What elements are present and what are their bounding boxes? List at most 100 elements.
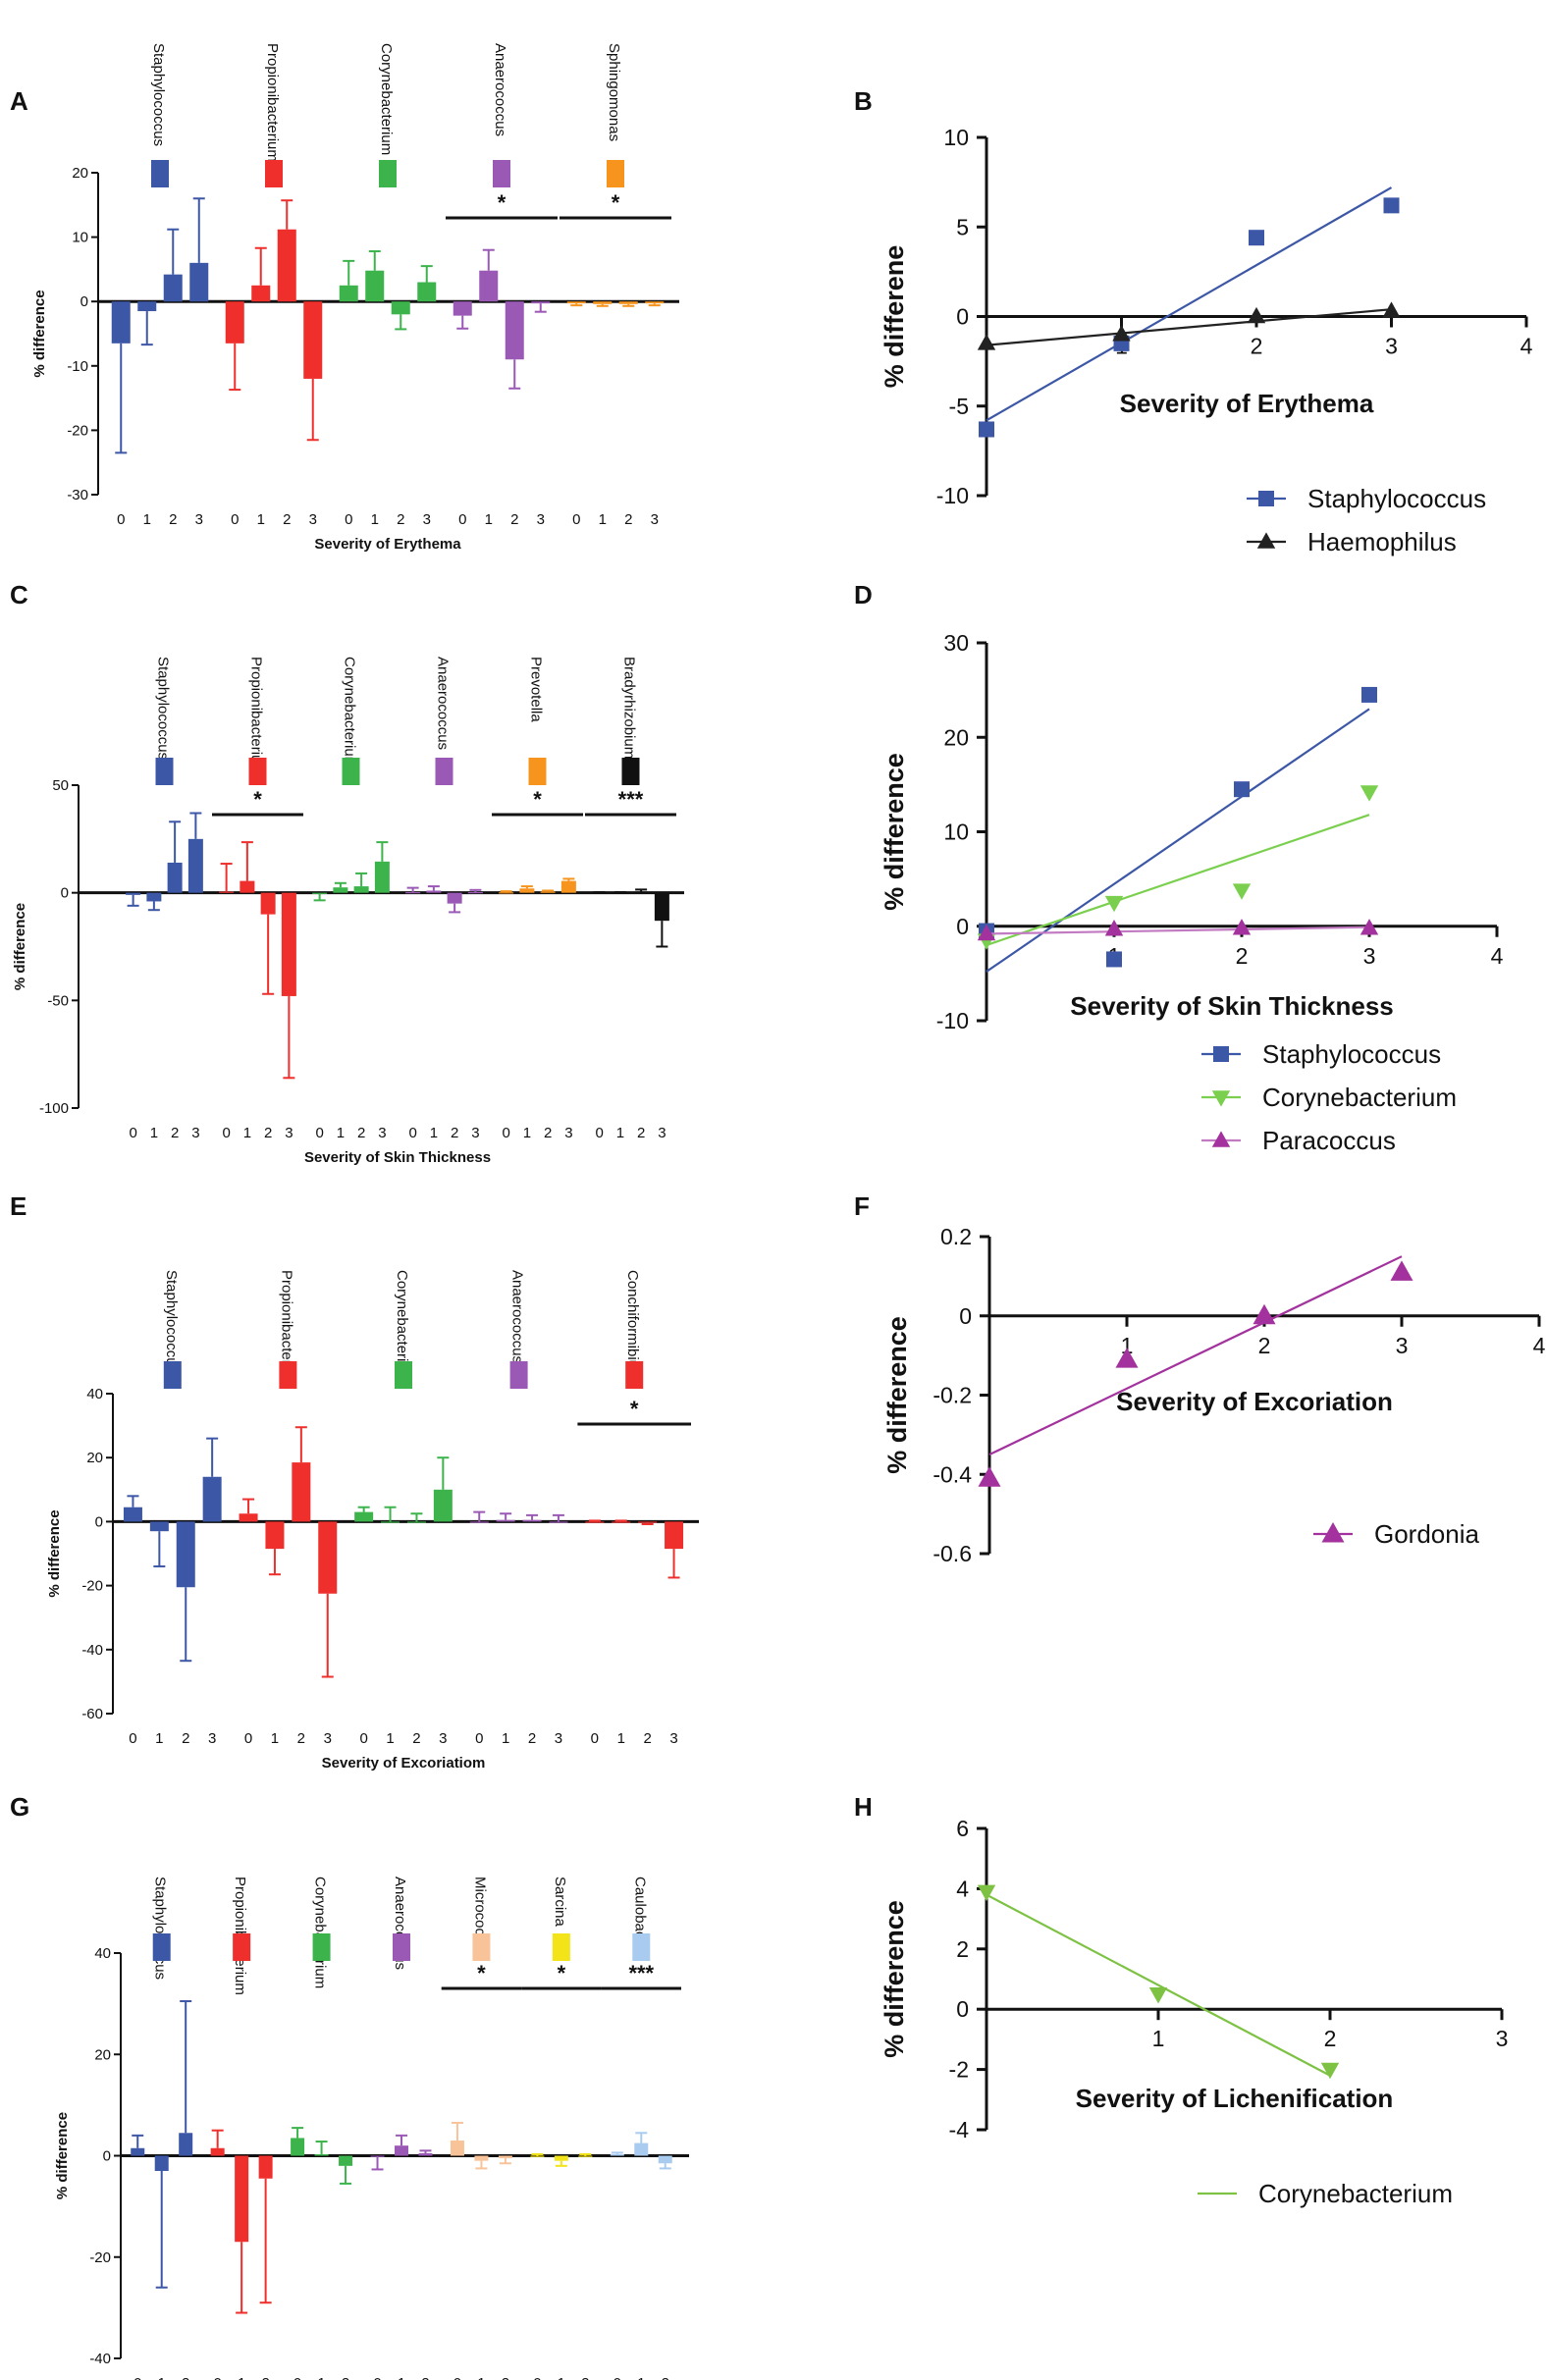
x-tick-label: 2 [544,1125,552,1141]
legend-swatch [435,758,453,785]
panel-label-C: C [10,580,28,609]
legend-label: Haemophilus [1307,527,1457,556]
x-tick-label: 3 [555,1730,562,1747]
bar [610,2153,624,2156]
x-tick-label: 0 [293,2375,301,2380]
genus-label: Conchiformibius [624,1270,641,1376]
data-point [1320,2062,1340,2080]
x-tick-label: 2 [397,511,404,528]
y-tick-label: 10 [943,125,969,150]
data-point [1361,686,1377,703]
legend-swatch [155,758,174,785]
bar [453,301,472,316]
x-tick-label: 0 [117,511,125,528]
x-tick-label: 0 [345,511,352,528]
y-tick-label: -0.2 [933,1383,972,1408]
legend-label: Paracoccus [1262,1126,1396,1155]
y-tick-label: 20 [72,165,88,182]
bar [333,887,348,893]
bar [239,1513,258,1522]
y-tick-label: -20 [89,2249,111,2266]
legend-swatch [248,758,267,785]
significance-marker: * [630,1397,639,1421]
bar [447,892,462,904]
y-tick-label: 2 [956,1936,969,1962]
data-point [1321,1522,1345,1543]
data-point [1211,1131,1231,1147]
y-axis-label: % difference [882,1316,912,1474]
x-tick-label: 0 [502,1125,509,1141]
data-point [1383,197,1400,214]
x-tick-label: 3 [669,1730,677,1747]
x-tick-label: 3 [1396,1333,1409,1358]
bar [450,2141,464,2156]
bar [258,2155,273,2179]
bar [417,282,437,302]
bar [339,2155,353,2166]
bar [365,270,385,302]
x-tick-label: 1 [616,1125,624,1141]
x-tick-label: 2 [502,2375,509,2380]
data-point [978,1466,1001,1487]
y-tick-label: 0 [95,1513,103,1530]
bar [405,892,421,894]
x-tick-label: 0 [129,1125,136,1141]
bar [260,892,276,915]
significance-marker: * [558,1961,566,1985]
x-tick-label: 1 [371,511,379,528]
y-tick-label: 0 [80,293,88,310]
fit-line [986,186,1393,422]
bar [312,892,328,894]
y-tick-label: -20 [81,1578,103,1595]
x-tick-label: 1 [257,511,265,528]
y-axis-label: % difference [12,903,28,990]
bar [549,1521,568,1523]
y-axis-label: % difference [46,1509,63,1597]
bar [225,301,244,344]
panel-H: H -4 -2 0 2 4 6 1 2 3 % difference Severity of Lich… [854,1792,1508,2208]
y-tick-label: 0 [959,1303,972,1329]
bar [149,1521,169,1532]
x-tick-label: 0 [213,2375,221,2380]
x-tick-label: 1 [238,2375,245,2380]
bar [167,862,183,893]
bar [585,1521,605,1523]
bar [531,301,551,304]
legend-swatch [312,1933,331,1961]
genus-label: Staphylococcus [155,657,172,760]
data-point [1359,785,1379,802]
x-tick-label: 0 [129,1730,136,1747]
genus-label: Corynebacterium [378,43,395,155]
x-tick-label: 3 [423,511,431,528]
x-tick-label: 4 [1520,334,1533,359]
x-tick-label: 0 [572,511,580,528]
genus-label: Propionibacterium [278,1270,294,1389]
bar [281,892,296,996]
x-tick-label: 2 [182,1730,189,1747]
bar [235,2155,249,2243]
panel-label-H: H [854,1792,873,1822]
data-point [1104,920,1124,936]
x-tick-label: 3 [324,1730,332,1747]
bar [354,1511,374,1522]
x-tick-label: 2 [182,2375,189,2380]
x-tick-label: 0 [613,2375,621,2380]
x-tick-label: 1 [523,1125,531,1141]
bar [469,1521,489,1523]
data-point [1232,883,1252,900]
x-tick-label: 2 [264,1125,272,1141]
data-point [1115,1348,1139,1368]
data-point [1258,491,1274,506]
panel-label-G: G [10,1792,29,1822]
x-axis-label: Severity of Excoriation [1116,1387,1393,1416]
genus-label: Propionibacterium [248,657,265,775]
data-point [1390,1260,1413,1281]
x-tick-label: 3 [651,511,659,528]
bar [593,301,613,304]
data-point [1106,951,1122,968]
y-tick-label: 20 [94,2046,111,2063]
legend-swatch [607,160,624,187]
fit-line [986,308,1392,346]
fit-line [986,814,1370,947]
